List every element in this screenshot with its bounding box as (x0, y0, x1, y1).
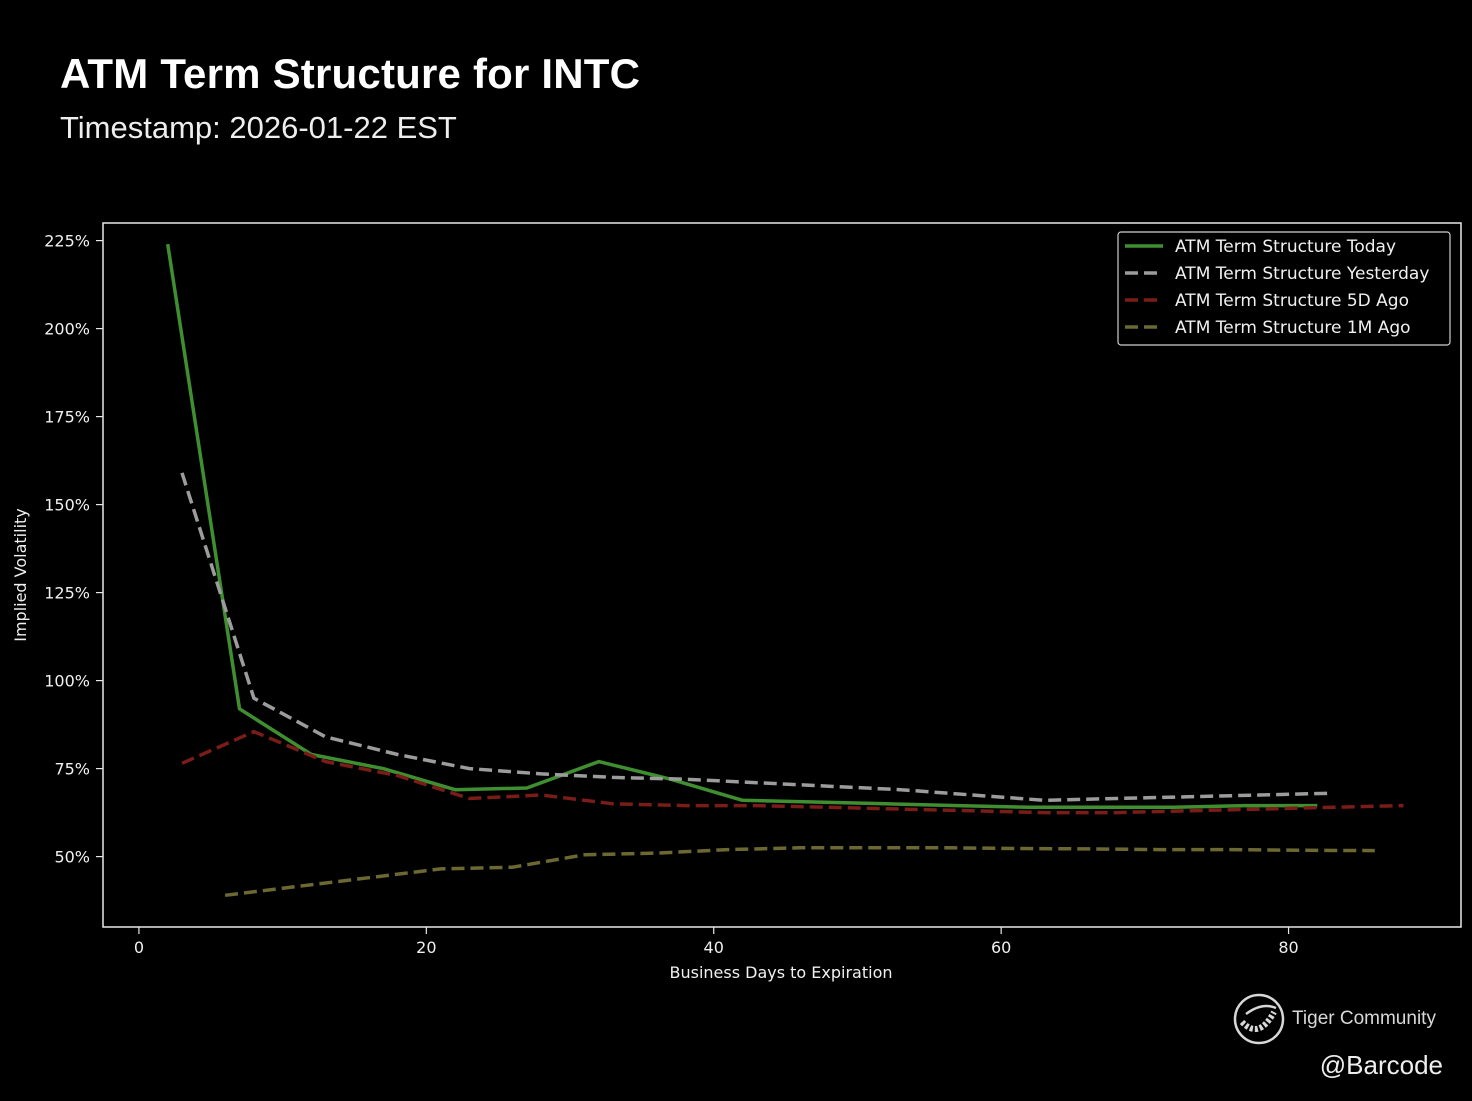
y-tick-label: 225% (44, 232, 90, 251)
plot-frame (102, 222, 1462, 928)
watermark-brand: Tiger Community (1292, 1008, 1436, 1029)
y-axis: 50% 75% 100% 125% 150% 175% 200% 225% (44, 232, 103, 867)
y-tick-label: 100% (44, 672, 90, 691)
author-handle: @Barcode (1319, 1050, 1443, 1080)
series-lines (165, 243, 1404, 898)
watermark: Tiger Community (1232, 992, 1436, 1046)
page-subtitle: Timestamp: 2026-01-22 EST (60, 110, 457, 145)
x-tick-label: 80 (1278, 938, 1298, 957)
x-axis-label: Business Days to Expiration (669, 963, 892, 982)
y-tick-label: 175% (44, 408, 90, 427)
legend-label: ATM Term Structure 1M Ago (1175, 318, 1411, 338)
legend-label: ATM Term Structure 5D Ago (1175, 291, 1409, 311)
legend-label: ATM Term Structure Yesterday (1175, 264, 1429, 284)
y-axis-label: Implied Volatility (11, 508, 30, 642)
series-line-4 (224, 846, 1375, 898)
y-tick-label: 75% (54, 760, 90, 779)
y-tick-label: 125% (44, 584, 90, 603)
legend: ATM Term Structure Today ATM Term Structu… (1117, 231, 1451, 346)
x-axis: 0 20 40 60 80 (134, 927, 1299, 957)
series-line-3 (181, 729, 1404, 815)
x-tick-label: 0 (134, 938, 144, 957)
series-line-1 (165, 243, 1318, 810)
page-title: ATM Term Structure for INTC (60, 50, 641, 97)
y-tick-label: 50% (54, 848, 90, 867)
legend-label: ATM Term Structure Today (1175, 237, 1396, 257)
y-tick-label: 200% (44, 320, 90, 339)
legend-box (1117, 231, 1451, 346)
x-tick-label: 60 (991, 938, 1011, 957)
series-line-2 (180, 472, 1332, 803)
x-tick-label: 20 (416, 938, 436, 957)
y-tick-label: 150% (44, 496, 90, 515)
tiger-logo-icon (1233, 993, 1285, 1045)
x-tick-label: 40 (704, 938, 724, 957)
